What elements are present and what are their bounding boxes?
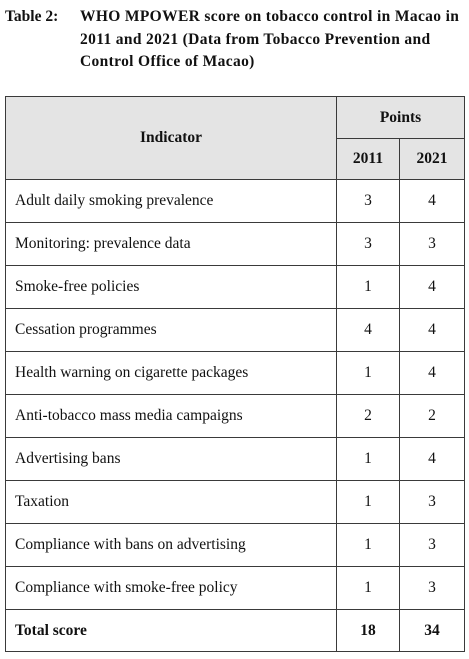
score-2021-cell: 3 <box>399 566 465 610</box>
indicator-cell: Compliance with smoke-free policy <box>5 566 337 610</box>
total-2021: 34 <box>399 609 465 652</box>
score-2021-cell: 4 <box>399 308 465 352</box>
score-2011-cell: 3 <box>336 222 400 266</box>
indicator-cell: Adult daily smoking prevalence <box>5 179 337 223</box>
table-row: Monitoring: prevalence data 3 3 <box>5 222 465 266</box>
score-2011-cell: 1 <box>336 351 400 395</box>
indicator-cell: Anti-tobacco mass media campaigns <box>5 394 337 438</box>
table-row: Adult daily smoking prevalence 3 4 <box>5 179 465 223</box>
score-2011-cell: 1 <box>336 480 400 524</box>
header-row-2: 2011 2021 <box>6 138 465 180</box>
header-year-2021: 2021 <box>399 138 465 180</box>
total-2011: 18 <box>336 609 400 652</box>
score-2021-cell: 2 <box>399 394 465 438</box>
score-2021-cell: 4 <box>399 265 465 309</box>
indicator-cell: Health warning on cigarette packages <box>5 351 337 395</box>
score-2021-cell: 3 <box>399 480 465 524</box>
score-2011-cell: 1 <box>336 566 400 610</box>
table-row: Taxation 1 3 <box>5 480 465 524</box>
table-caption: Table 2: WHO MPOWER score on tobacco cont… <box>5 6 465 74</box>
caption-label: Table 2: <box>5 8 59 25</box>
indicator-cell: Taxation <box>5 480 337 524</box>
indicator-cell: Smoke-free policies <box>5 265 337 309</box>
indicator-cell: Cessation programmes <box>5 308 337 352</box>
header-year-2011: 2011 <box>336 138 400 180</box>
score-2011-cell: 1 <box>336 265 400 309</box>
total-row: Total score 18 34 <box>5 609 465 652</box>
score-2011-cell: 1 <box>336 437 400 481</box>
score-2011-cell: 4 <box>336 308 400 352</box>
indicator-cell: Advertising bans <box>5 437 337 481</box>
score-2021-cell: 4 <box>399 437 465 481</box>
indicator-cell: Monitoring: prevalence data <box>5 222 337 266</box>
header-row-1: Indicator Points <box>5 96 465 180</box>
score-2021-cell: 3 <box>399 222 465 266</box>
score-2011-cell: 1 <box>336 523 400 567</box>
score-2021-cell: 3 <box>399 523 465 567</box>
table-row: Smoke-free policies 1 4 <box>5 265 465 309</box>
table-row: Advertising bans 1 4 <box>5 437 465 481</box>
score-2011-cell: 3 <box>336 179 400 223</box>
table-row: Compliance with bans on advertising 1 3 <box>5 523 465 567</box>
total-label: Total score <box>5 609 337 652</box>
table-row: Anti-tobacco mass media campaigns 2 2 <box>5 394 465 438</box>
mpower-score-table: Indicator Points 2011 2021 Adult daily s… <box>5 96 465 652</box>
table-row: Cessation programmes 4 4 <box>5 308 465 352</box>
score-2021-cell: 4 <box>399 179 465 223</box>
table-row: Compliance with smoke-free policy 1 3 <box>5 566 465 610</box>
score-2021-cell: 4 <box>399 351 465 395</box>
indicator-cell: Compliance with bans on advertising <box>5 523 337 567</box>
score-2011-cell: 2 <box>336 394 400 438</box>
header-points: Points <box>336 96 465 139</box>
caption-text: WHO MPOWER score on tobacco control in M… <box>80 8 460 70</box>
header-indicator: Indicator <box>5 96 337 180</box>
table-row: Health warning on cigarette packages 1 4 <box>5 351 465 395</box>
